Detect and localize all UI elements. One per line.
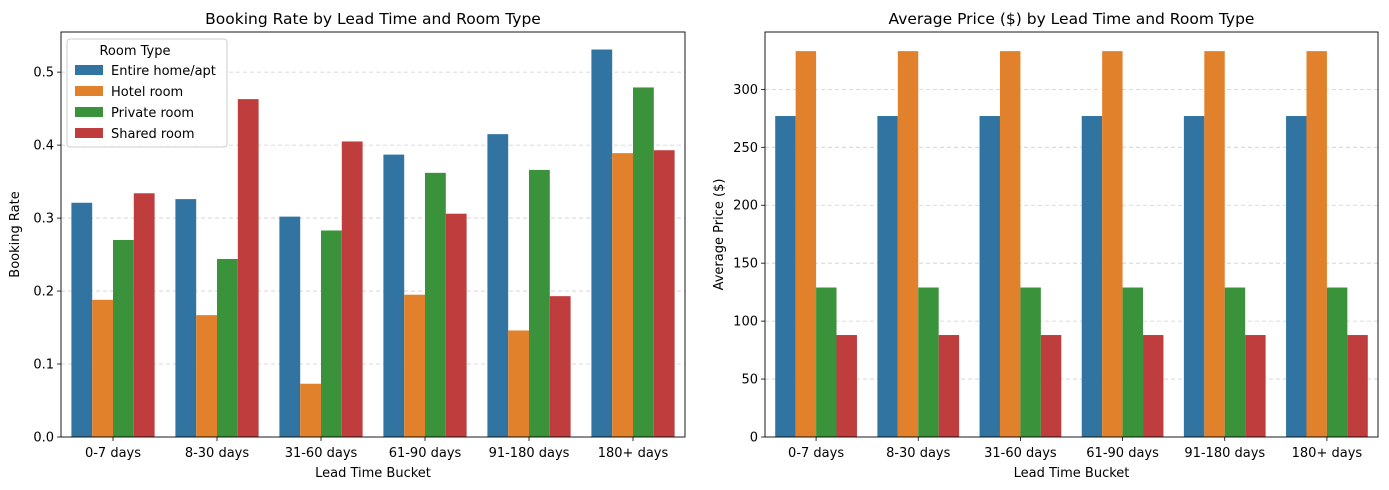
y-axis-label: Average Price ($) <box>712 179 727 291</box>
bar <box>633 87 654 437</box>
x-tick-label: 91-180 days <box>489 446 570 461</box>
x-tick-label: 180+ days <box>598 446 669 461</box>
bar <box>425 172 446 438</box>
chart-title: Average Price ($) by Lead Time and Room … <box>889 10 1255 28</box>
y-tick-label: 150 <box>733 257 758 272</box>
x-tick-label: 8-30 days <box>185 446 250 461</box>
bar <box>999 51 1021 437</box>
bar <box>1306 51 1327 437</box>
bar <box>300 383 321 437</box>
bar <box>341 141 363 437</box>
x-tick-label: 91-180 days <box>1184 446 1265 461</box>
x-tick-label: 61-90 days <box>389 446 462 461</box>
bar <box>877 116 898 437</box>
x-tick-label: 180+ days <box>1292 446 1363 461</box>
bar <box>918 287 939 437</box>
y-tick-label: 300 <box>733 83 758 98</box>
bar <box>487 134 509 437</box>
bar <box>1081 116 1103 437</box>
legend-label: Private room <box>111 106 194 121</box>
x-tick-label: 61-90 days <box>1086 446 1159 461</box>
bar <box>279 216 301 437</box>
bar <box>113 239 134 437</box>
bar <box>1245 335 1266 437</box>
x-tick-label: 31-60 days <box>984 446 1057 461</box>
y-tick-label: 0 <box>750 431 758 446</box>
bar <box>1040 335 1062 437</box>
x-tick-label: 8-30 days <box>886 446 951 461</box>
legend-title: Room Type <box>99 44 170 59</box>
bar <box>196 315 217 437</box>
bar <box>1143 335 1164 437</box>
axes-frame <box>764 31 1379 438</box>
bar <box>1224 287 1246 437</box>
legend-swatch <box>75 65 103 75</box>
bar <box>836 335 857 437</box>
bar <box>1122 287 1144 437</box>
bar <box>612 153 633 437</box>
bar <box>445 213 467 437</box>
bar <box>508 330 529 437</box>
bar <box>404 294 425 437</box>
bar <box>816 287 837 437</box>
bar <box>1183 116 1205 437</box>
y-tick-label: 0.2 <box>33 285 54 300</box>
bar <box>979 116 1000 437</box>
bar <box>1204 51 1225 437</box>
legend-label: Entire home/apt <box>111 64 216 79</box>
bar <box>1326 287 1348 437</box>
legend-swatch <box>75 86 103 96</box>
legend-label: Shared room <box>111 127 195 142</box>
bar <box>71 202 93 437</box>
bar <box>653 150 675 437</box>
bar <box>237 99 259 437</box>
y-tick-label: 250 <box>733 141 758 156</box>
y-tick-label: 200 <box>733 199 758 214</box>
bar <box>897 51 919 437</box>
y-tick-label: 0.5 <box>33 66 54 81</box>
x-tick-label: 31-60 days <box>285 446 358 461</box>
bar <box>175 199 197 437</box>
bar <box>383 154 405 437</box>
bar <box>217 258 238 437</box>
axes-frame <box>60 31 686 438</box>
legend-label: Hotel room <box>111 85 183 100</box>
legend-swatch <box>75 107 103 117</box>
y-tick-label: 0.1 <box>33 358 54 373</box>
y-tick-label: 0.0 <box>33 431 54 446</box>
y-tick-label: 0.4 <box>33 139 54 154</box>
x-tick-label: 0-7 days <box>85 446 141 461</box>
bar <box>1020 287 1041 437</box>
bar <box>133 193 155 437</box>
bar <box>92 299 113 437</box>
bar <box>795 51 817 437</box>
x-axis-label: Lead Time Bucket <box>1014 466 1130 481</box>
bar <box>1286 116 1307 437</box>
chart-title: Booking Rate by Lead Time and Room Type <box>205 10 541 28</box>
bar <box>1347 335 1368 437</box>
bar <box>938 335 960 437</box>
x-tick-label: 0-7 days <box>788 446 844 461</box>
bar <box>775 116 796 437</box>
y-axis-label: Booking Rate <box>8 191 23 277</box>
bar <box>549 296 571 437</box>
bar <box>591 49 613 437</box>
bar <box>321 230 342 437</box>
x-axis-label: Lead Time Bucket <box>315 466 431 481</box>
y-tick-label: 0.3 <box>33 212 54 227</box>
bar <box>1102 51 1123 437</box>
legend-swatch <box>75 128 103 138</box>
bar <box>529 169 550 437</box>
y-tick-label: 100 <box>733 315 758 330</box>
legend-box <box>66 38 228 148</box>
y-tick-label: 50 <box>741 373 758 388</box>
